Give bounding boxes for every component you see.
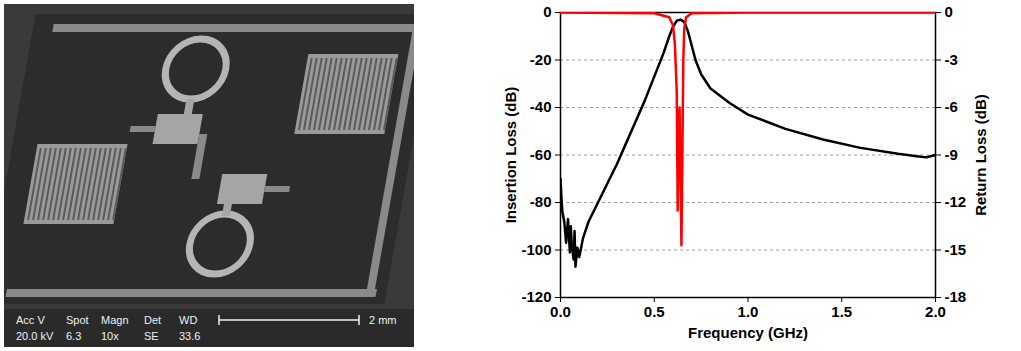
svg-text:0.0: 0.0	[550, 303, 571, 320]
svg-text:1.5: 1.5	[831, 303, 852, 320]
svg-text:-80: -80	[530, 193, 552, 210]
svg-text:-100: -100	[521, 241, 551, 258]
svg-text:0.5: 0.5	[644, 303, 665, 320]
svg-text:1.0: 1.0	[738, 303, 759, 320]
svg-text:20.0 kV: 20.0 kV	[16, 330, 54, 342]
svg-text:33.6: 33.6	[179, 330, 200, 342]
svg-text:-40: -40	[530, 98, 552, 115]
svg-text:Spot: Spot	[66, 314, 89, 326]
svg-text:Acc V: Acc V	[16, 314, 45, 326]
svg-text:Magn: Magn	[101, 314, 129, 326]
svg-text:-120: -120	[521, 288, 551, 305]
svg-text:2 mm: 2 mm	[369, 314, 397, 326]
svg-text:SE: SE	[144, 330, 159, 342]
svg-text:-9: -9	[945, 146, 958, 163]
svg-text:-12: -12	[945, 193, 967, 210]
svg-text:-3: -3	[945, 51, 958, 68]
svg-text:Det: Det	[144, 314, 161, 326]
svg-text:WD: WD	[179, 314, 197, 326]
svg-text:-20: -20	[530, 51, 552, 68]
svg-text:6.3: 6.3	[66, 330, 81, 342]
svg-text:0: 0	[543, 3, 551, 20]
svg-text:10x: 10x	[101, 330, 119, 342]
svg-text:-60: -60	[530, 146, 552, 163]
svg-text:2.0: 2.0	[925, 303, 946, 320]
svg-text:-15: -15	[945, 241, 967, 258]
svg-text:0: 0	[945, 3, 953, 20]
svg-text:-6: -6	[945, 98, 958, 115]
svg-text:Return Loss (dB): Return Loss (dB)	[972, 94, 989, 216]
svg-text:Frequency (GHz): Frequency (GHz)	[688, 324, 808, 341]
svg-text:Insertion Loss (dB): Insertion Loss (dB)	[502, 87, 519, 224]
svg-text:-18: -18	[945, 288, 967, 305]
